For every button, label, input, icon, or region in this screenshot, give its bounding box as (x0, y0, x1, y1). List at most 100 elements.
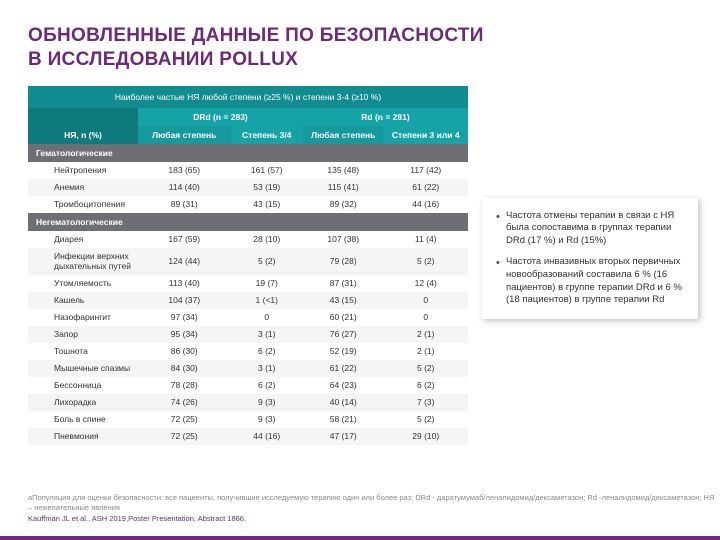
col-g34-1: Степень 3/4 (231, 126, 303, 144)
table-row: Мышечные спазмы84 (30)3 (1)61 (22)5 (2) (28, 360, 468, 377)
section-title: Гематологические (28, 144, 468, 162)
ae-value: 0 (383, 292, 468, 309)
ae-value: 43 (15) (303, 292, 384, 309)
table-row: Утомляемость113 (40)19 (7)87 (31)12 (4) (28, 275, 468, 292)
ae-value: 95 (34) (138, 326, 231, 343)
table-header-top: Наиболее частые НЯ любой степени (≥25 %)… (28, 86, 468, 108)
ae-value: 2 (1) (383, 326, 468, 343)
ae-value: 19 (7) (231, 275, 303, 292)
title-line-1: ОБНОВЛЕННЫЕ ДАННЫЕ ПО БЕЗОПАСНОСТИ (28, 25, 484, 46)
table-row: Назофарингит97 (34)060 (21)0 (28, 309, 468, 326)
ae-value: 5 (2) (383, 248, 468, 275)
ae-value: 6 (2) (231, 343, 303, 360)
ae-name: Диарея (28, 231, 138, 248)
ae-value: 115 (41) (303, 179, 384, 196)
ae-name: Анемия (28, 179, 138, 196)
table-row: Запор95 (34)3 (1)76 (27)2 (1) (28, 326, 468, 343)
footnote-2: Kauffman JL et al., ASH 2019,Poster Pres… (28, 514, 720, 524)
table-row: Боль в спине72 (25)9 (3)58 (21)5 (2) (28, 411, 468, 428)
ae-name: Пневмония (28, 428, 138, 445)
section-title: Негематологические (28, 213, 468, 231)
ae-value: 12 (4) (383, 275, 468, 292)
title-line-2: В ИССЛЕДОВАНИИ POLLUX (28, 49, 298, 70)
ae-name: Назофарингит (28, 309, 138, 326)
ae-name: Инфекции верхних дыхательных путей (28, 248, 138, 275)
ae-value: 5 (2) (383, 411, 468, 428)
section-row: Гематологические (28, 144, 468, 162)
ae-value: 7 (3) (383, 394, 468, 411)
col-any-2: Любая степень (303, 126, 384, 144)
table-row: Нейтропения183 (65)161 (57)135 (48)117 (… (28, 162, 468, 179)
ae-value: 0 (231, 309, 303, 326)
ae-name: Нейтропения (28, 162, 138, 179)
ae-name: Мышечные спазмы (28, 360, 138, 377)
ae-name: Кашель (28, 292, 138, 309)
ae-value: 124 (44) (138, 248, 231, 275)
col-any-1: Любая степень (138, 126, 231, 144)
ae-value: 6 (2) (231, 377, 303, 394)
table-row: Лихорадка74 (26)9 (3)40 (14)7 (3) (28, 394, 468, 411)
ae-value: 64 (23) (303, 377, 384, 394)
ae-value: 89 (31) (138, 196, 231, 213)
ae-value: 117 (42) (383, 162, 468, 179)
ae-name: Лихорадка (28, 394, 138, 411)
ae-value: 89 (32) (303, 196, 384, 213)
note-bullet: Частота инвазивных вторых первичных ново… (496, 256, 688, 307)
slide-title: ОБНОВЛЕННЫЕ ДАННЫЕ ПО БЕЗОПАСНОСТИ В ИСС… (28, 24, 692, 72)
ae-value: 3 (1) (231, 360, 303, 377)
ae-value: 44 (16) (383, 196, 468, 213)
ae-value: 72 (25) (138, 428, 231, 445)
ae-name: Запор (28, 326, 138, 343)
ae-name: Утомляемость (28, 275, 138, 292)
ae-value: 61 (22) (303, 360, 384, 377)
accent-bar (0, 536, 720, 540)
ae-value: 61 (22) (383, 179, 468, 196)
ae-value: 161 (57) (231, 162, 303, 179)
arm-drd: DRd (n = 283) (138, 108, 303, 126)
ae-value: 6 (2) (383, 377, 468, 394)
table-row: Тромбоцитопения89 (31)43 (15)89 (32)44 (… (28, 196, 468, 213)
ae-value: 97 (34) (138, 309, 231, 326)
col-g34-2: Степени 3 или 4 (383, 126, 468, 144)
ae-value: 9 (3) (231, 394, 303, 411)
ae-value: 1 (<1) (231, 292, 303, 309)
table-row: Диарея167 (59)28 (10)107 (38)11 (4) (28, 231, 468, 248)
ae-name: Бессонница (28, 377, 138, 394)
ae-value: 60 (21) (303, 309, 384, 326)
ae-value: 44 (16) (231, 428, 303, 445)
notes-box: Частота отмены терапии в связи с НЯ была… (482, 198, 698, 320)
ae-value: 72 (25) (138, 411, 231, 428)
notes-panel: Частота отмены терапии в связи с НЯ была… (482, 86, 692, 445)
arm-rd: Rd (n = 281) (303, 108, 468, 126)
ae-value: 87 (31) (303, 275, 384, 292)
ae-value: 113 (40) (138, 275, 231, 292)
ae-value: 183 (65) (138, 162, 231, 179)
ae-name: Тромбоцитопения (28, 196, 138, 213)
ae-value: 76 (27) (303, 326, 384, 343)
ae-value: 78 (28) (138, 377, 231, 394)
ae-value: 86 (30) (138, 343, 231, 360)
safety-table-wrap: Наиболее частые НЯ любой степени (≥25 %)… (28, 86, 468, 445)
footnotes: aПопуляция для оценки безопасности: все … (28, 493, 720, 524)
ae-name: Боль в спине (28, 411, 138, 428)
table-row: Пневмония72 (25)44 (16)47 (17)29 (10) (28, 428, 468, 445)
ae-value: 104 (37) (138, 292, 231, 309)
ae-value: 58 (21) (303, 411, 384, 428)
ae-value: 107 (38) (303, 231, 384, 248)
content-area: Наиболее частые НЯ любой степени (≥25 %)… (28, 86, 692, 445)
ae-value: 28 (10) (231, 231, 303, 248)
note-bullet: Частота отмены терапии в связи с НЯ была… (496, 210, 688, 248)
ae-name: Тошнота (28, 343, 138, 360)
ae-value: 40 (14) (303, 394, 384, 411)
ae-value: 79 (28) (303, 248, 384, 275)
ae-value: 43 (15) (231, 196, 303, 213)
ae-value: 53 (19) (231, 179, 303, 196)
table-header-arms: DRd (n = 283) Rd (n = 281) (28, 108, 468, 126)
ae-value: 0 (383, 309, 468, 326)
ae-value: 135 (48) (303, 162, 384, 179)
table-row: Кашель104 (37)1 (<1)43 (15)0 (28, 292, 468, 309)
footnote-1: aПопуляция для оценки безопасности: все … (28, 493, 720, 513)
ae-value: 84 (30) (138, 360, 231, 377)
ae-value: 3 (1) (231, 326, 303, 343)
ae-value: 5 (2) (231, 248, 303, 275)
